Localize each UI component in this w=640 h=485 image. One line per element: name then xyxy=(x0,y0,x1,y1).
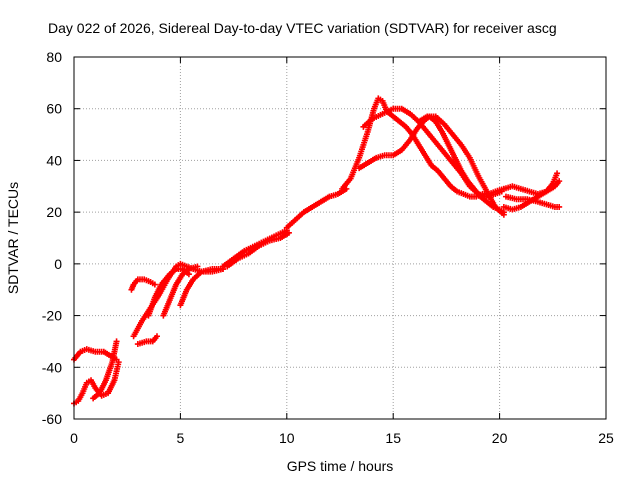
series-track-16 xyxy=(415,113,507,218)
y-tick-label: 80 xyxy=(46,49,62,65)
data-point xyxy=(151,281,158,288)
series-track-6 xyxy=(130,260,226,340)
series-track-17 xyxy=(500,170,561,198)
x-tick-label: 0 xyxy=(70,430,78,446)
series-track-3 xyxy=(90,338,120,402)
axes-layer xyxy=(73,56,607,420)
data-points-layer xyxy=(71,95,563,407)
series-track-2 xyxy=(71,359,122,407)
data-point xyxy=(115,359,122,366)
data-point xyxy=(153,333,160,340)
tick-labels-layer: 0 5 10 15 20 25 -60 -40 -20 0 20 40 60 80 xyxy=(42,49,614,446)
x-axis-label: GPS time / hours xyxy=(287,458,394,474)
y-tick-label: 0 xyxy=(54,256,62,272)
data-point xyxy=(500,211,507,218)
data-point xyxy=(554,170,561,177)
y-tick-label: -60 xyxy=(42,411,62,427)
y-tick-label: -20 xyxy=(42,308,62,324)
plot-border xyxy=(73,56,607,420)
data-point xyxy=(185,271,192,278)
y-tick-label: -40 xyxy=(42,359,62,375)
series-track-9 xyxy=(177,266,226,309)
y-axis-label: SDTVAR / TECUs xyxy=(5,182,21,294)
y-tick-label: 60 xyxy=(46,101,62,117)
data-point xyxy=(556,203,563,210)
series-track-8 xyxy=(160,263,201,319)
x-tick-label: 15 xyxy=(385,430,401,446)
y-tick-label: 40 xyxy=(46,152,62,168)
chart-title: Day 022 of 2026, Sidereal Day-to-day VTE… xyxy=(48,20,557,36)
x-tick-label: 5 xyxy=(177,430,185,446)
x-tick-label: 10 xyxy=(279,430,295,446)
series-track-19 xyxy=(502,193,563,210)
series-track-11 xyxy=(224,229,292,270)
x-tick-label: 25 xyxy=(598,430,614,446)
series-track-4 xyxy=(128,276,158,293)
data-point xyxy=(556,178,563,185)
data-point xyxy=(113,338,120,345)
grid-layer xyxy=(74,57,606,419)
series-track-12 xyxy=(283,185,350,231)
series-track-5 xyxy=(134,333,160,348)
x-tick-label: 20 xyxy=(492,430,508,446)
y-tick-label: 20 xyxy=(46,204,62,220)
data-point xyxy=(194,263,201,270)
data-point xyxy=(285,229,292,236)
